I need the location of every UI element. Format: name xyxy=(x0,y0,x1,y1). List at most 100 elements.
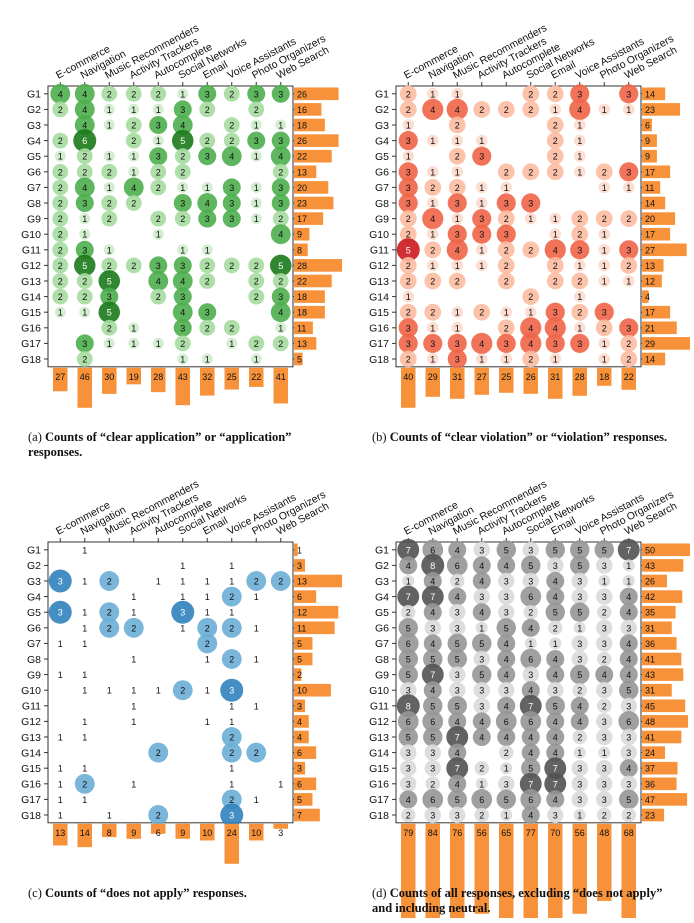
cell-value: 1 xyxy=(254,655,259,665)
cell-circle xyxy=(522,241,540,259)
cell-value: 3 xyxy=(577,639,582,649)
cell-value: 1 xyxy=(528,639,533,649)
cell-circle xyxy=(402,150,415,163)
cell-circle xyxy=(424,241,442,259)
cell-circle xyxy=(475,777,488,790)
cell-circle xyxy=(446,757,469,780)
cell-value: 2 xyxy=(504,167,509,177)
cell-value: 1 xyxy=(479,779,484,789)
cell-value: 3 xyxy=(278,136,283,146)
cell-circle xyxy=(399,85,417,103)
cell-circle xyxy=(402,574,415,588)
row-total-bar xyxy=(642,212,676,225)
cell-circle xyxy=(76,148,93,165)
cell-value: 3 xyxy=(430,748,435,758)
row-label: G14 xyxy=(21,291,41,303)
cell-circle xyxy=(79,228,91,240)
col-total-label: 14 xyxy=(80,828,90,838)
cell-value: 3 xyxy=(406,764,411,774)
cell-value: 1 xyxy=(107,339,112,349)
cell-circle xyxy=(250,150,262,162)
cell-value: 1 xyxy=(577,167,582,177)
cell-value: 5 xyxy=(528,561,533,571)
cell-value: 3 xyxy=(229,811,234,821)
cell-circle xyxy=(52,132,69,149)
caption-b: (b) Counts of “clear violation” or “viol… xyxy=(372,430,672,445)
cell-value: 2 xyxy=(131,89,136,99)
cell-circle xyxy=(546,272,564,290)
cell-circle xyxy=(422,789,444,810)
cell-value: 4 xyxy=(528,323,533,333)
row-total-bar xyxy=(294,352,303,366)
cell-value: 5 xyxy=(455,701,460,711)
row-total-label: 24 xyxy=(645,748,655,758)
cell-circle xyxy=(570,696,589,715)
cell-value: 3 xyxy=(553,811,558,821)
cell-circle xyxy=(99,617,120,638)
row-total-bar xyxy=(642,227,671,241)
cell-value: 1 xyxy=(131,152,136,162)
cell-circle xyxy=(447,696,467,716)
cell-circle xyxy=(399,272,417,290)
row-total-label: 6 xyxy=(297,592,302,602)
cell-value: 5 xyxy=(553,545,558,555)
col-total-bar xyxy=(273,367,288,404)
cell-value: 2 xyxy=(504,748,509,758)
cell-value: 1 xyxy=(131,105,136,115)
cell-value: 4 xyxy=(479,733,484,743)
cell-circle xyxy=(521,805,540,825)
cell-value: 2 xyxy=(58,199,63,209)
cell-value: 2 xyxy=(58,136,63,146)
cell-value: 4 xyxy=(180,308,185,318)
cell-value: 1 xyxy=(58,733,63,743)
cell-circle xyxy=(446,239,468,261)
cell-value: 2 xyxy=(229,323,234,333)
cell-circle xyxy=(423,333,443,353)
cell-circle xyxy=(198,147,217,166)
cell-circle xyxy=(571,650,588,668)
cell-value: 6 xyxy=(82,136,87,146)
row-label: G1 xyxy=(375,89,389,101)
row-total-label: 13 xyxy=(645,261,655,271)
row-total-bar xyxy=(294,181,329,194)
col-total-label: 22 xyxy=(251,372,261,382)
cell-value: 4 xyxy=(528,733,533,743)
cell-value: 4 xyxy=(180,277,185,287)
cell-circle xyxy=(197,633,218,654)
row-total-label: 21 xyxy=(645,323,655,333)
cell-circle xyxy=(448,179,466,196)
cell-circle xyxy=(73,254,96,277)
cell-circle xyxy=(496,540,516,560)
row-total-label: 17 xyxy=(297,214,307,224)
cell-value: 1 xyxy=(479,183,484,193)
row-label: G4 xyxy=(375,135,389,147)
cell-value: 2 xyxy=(205,105,210,115)
col-total-bar xyxy=(572,823,587,914)
cell-circle xyxy=(619,162,639,182)
cell-value: 1 xyxy=(82,795,87,805)
cell-circle xyxy=(246,571,267,591)
cell-circle xyxy=(498,572,515,590)
cell-circle xyxy=(152,135,164,147)
col-total-bar xyxy=(523,823,538,923)
cell-circle xyxy=(448,116,466,134)
cell-value: 1 xyxy=(58,811,63,821)
row-total-bar xyxy=(294,637,313,650)
cell-value: 4 xyxy=(430,577,435,587)
cell-value: 2 xyxy=(205,623,210,633)
cell-circle xyxy=(474,760,489,776)
cell-circle xyxy=(201,244,213,256)
row-total-label: 20 xyxy=(297,183,307,193)
cell-value: 3 xyxy=(455,670,460,680)
col-total-bar xyxy=(200,823,215,841)
cell-value: 3 xyxy=(180,199,185,209)
cell-circle xyxy=(197,617,218,638)
cell-circle xyxy=(397,585,420,608)
cell-circle xyxy=(101,163,118,180)
cell-value: 4 xyxy=(504,655,509,665)
cell-value: 3 xyxy=(205,308,210,318)
cell-circle xyxy=(570,555,590,576)
cell-value: 3 xyxy=(602,686,607,696)
cell-circle xyxy=(596,635,613,652)
col-total-label: 9 xyxy=(131,828,136,838)
